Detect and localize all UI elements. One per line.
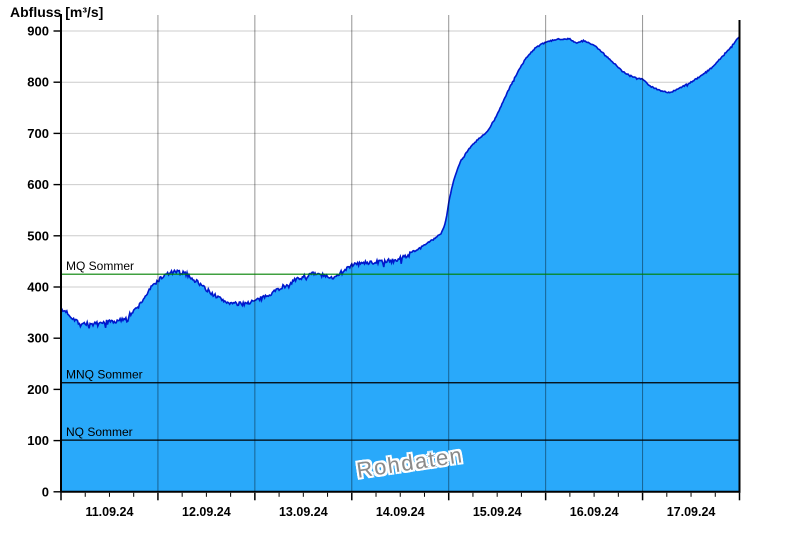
chart-title: Abfluss [m³/s]: [10, 4, 104, 20]
x-tick-label: 11.09.24: [85, 505, 133, 519]
y-axis-ticks: 0 100 200 300 400 500 600 700 800 900: [27, 24, 61, 499]
y-tick-label: 0: [42, 484, 49, 499]
y-tick-label: 600: [27, 177, 49, 192]
x-tick-label: 14.09.24: [376, 505, 425, 519]
y-tick-label: 900: [27, 24, 49, 39]
y-tick-label: 700: [27, 126, 49, 141]
reference-lines: MQ Sommer MNQ Sommer NQ Sommer: [61, 259, 740, 441]
ref-label-nq-sommer: NQ Sommer: [66, 425, 133, 439]
ref-label-mq-sommer: MQ Sommer: [66, 259, 134, 273]
x-tick-label: 13.09.24: [279, 505, 328, 519]
y-tick-label: 400: [27, 280, 49, 295]
y-tick-label: 200: [27, 382, 49, 397]
discharge-area-series: [60, 36, 740, 492]
axes: [60, 14, 741, 493]
y-tick-label: 800: [27, 75, 49, 90]
y-tick-label: 300: [27, 331, 49, 346]
y-tick-label: 100: [27, 433, 49, 448]
x-axis-ticks: 11.09.24 12.09.24 13.09.24 14.09.24 15.09.24…: [60, 492, 741, 519]
x-tick-label: 16.09.24: [570, 505, 619, 519]
x-tick-label: 17.09.24: [667, 505, 716, 519]
ref-label-mnq-sommer: MNQ Sommer: [66, 368, 143, 382]
y-tick-label: 500: [27, 228, 49, 243]
vertical-gridlines: [157, 15, 644, 492]
x-tick-label: 15.09.24: [473, 505, 522, 519]
x-tick-label: 12.09.24: [182, 505, 231, 519]
